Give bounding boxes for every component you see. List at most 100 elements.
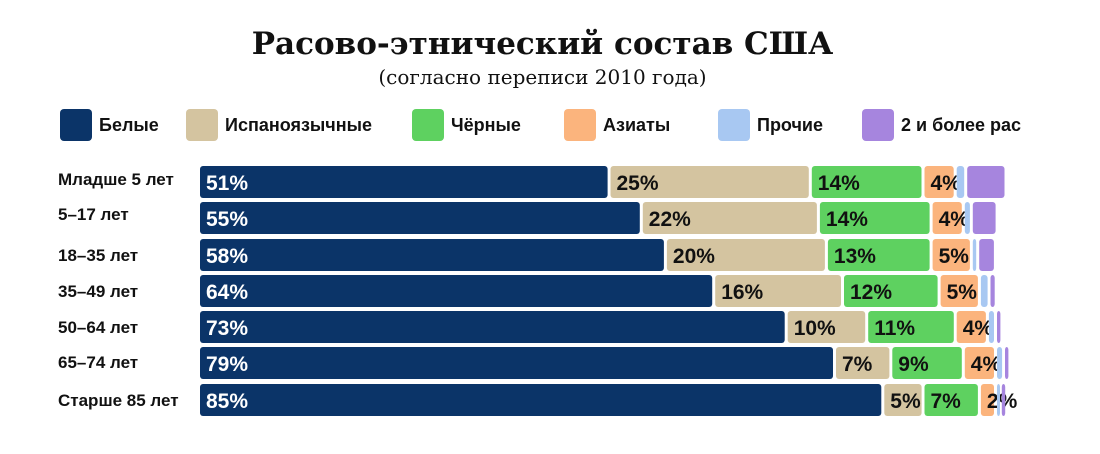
bar-row: 79% 7% 9% 4% [200,347,1009,379]
legend-item-6: 2 и более рас [862,108,1021,142]
bar-row: 58% 20% 13% 5% [200,239,994,271]
bar-value-label: 4% [963,317,994,340]
bar-segment [990,275,995,307]
bar-segment [819,202,930,234]
bar-segment [787,311,866,343]
bar-segment [924,384,978,416]
row-label: Старше 85 лет [58,391,179,410]
bar-segment [892,347,962,379]
bar-segment [924,166,954,198]
bar-segment [997,347,1003,379]
bar-segment [610,166,809,198]
bar-segment [980,275,988,307]
bar-segment [715,275,841,307]
bar-value-label: 14% [826,208,868,231]
bar-segment [884,384,922,416]
legend-swatch [186,109,218,141]
legend-item-2: Испаноязычные [186,108,372,142]
chart-title: Расово-этнический состав США [251,26,834,62]
bar-segment [811,166,922,198]
bar-segment [844,275,938,307]
bar-segment [200,239,664,271]
legend-swatch [564,109,596,141]
bar-segment [200,311,785,343]
bar-value-label: 25% [617,172,659,195]
bar-value-label: 64% [206,281,248,304]
bar-value-label: 51% [206,172,248,195]
bar-value-label: 79% [206,353,248,376]
bar-value-label: 4% [939,208,970,231]
chart-subtitle: (согласно переписи 2010 года) [378,65,707,89]
bar-row: 64% 16% 12% 5% [200,275,995,307]
bar-segment [827,239,930,271]
bar-segment [932,202,962,234]
legend-swatch [412,109,444,141]
bar-segment [956,311,986,343]
bar-value-label: 16% [721,281,763,304]
bar-segment [1005,347,1009,379]
bar-segment [642,202,817,234]
bar-segment [200,166,608,198]
legend-item-3: Чёрные [412,108,521,142]
bar-value-label: 58% [206,245,248,268]
bar-segment [972,202,996,234]
legend-item-4: Азиаты [564,108,670,142]
row-label: Младше 5 лет [58,170,174,189]
bar-segment [200,275,713,307]
bar-segment [967,166,1005,198]
bar-segment [964,202,970,234]
bar-value-label: 4% [971,353,1002,376]
bar-segment [956,166,965,198]
bar-value-label: 20% [673,245,715,268]
bar-segment [972,239,977,271]
row-label: 18–35 лет [58,246,139,265]
bar-segment [997,384,1000,416]
bar-value-label: 7% [931,390,962,413]
bar-segment [200,202,640,234]
bar-row: 73% 10% 11% 4% [200,311,1001,343]
bar-segment [200,384,882,416]
legend-label: 2 и более рас [901,114,1021,135]
row-label: 65–74 лет [58,353,139,372]
legend-label: Прочие [757,114,824,135]
legend-label: Испаноязычные [225,114,372,135]
bar-segment [997,311,1001,343]
legend-item-1: Белые [60,108,159,142]
bar-segment [666,239,825,271]
bar-value-label: 5% [947,281,978,304]
bar-segment [932,239,970,271]
legend-swatch [60,109,92,141]
bar-value-label: 10% [794,317,836,340]
legend-label: Азиаты [603,114,671,135]
bar-segment [988,311,994,343]
bar-value-label: 4% [931,172,962,195]
bar-segment [836,347,890,379]
bar-value-label: 73% [206,317,248,340]
bar-segment [980,384,994,416]
bar-value-label: 22% [649,208,691,231]
legend-item-5: Прочие [718,108,823,142]
row-label: 5–17 лет [58,205,129,224]
bar-row: 51% 25% 14% 4% [200,166,1005,198]
bar-segment [964,347,994,379]
bar-value-label: 55% [206,208,248,231]
legend-label: Белые [99,114,159,135]
bar-value-label: 5% [939,245,970,268]
bar-value-label: 11% [874,317,915,340]
bar-value-label: 5% [890,390,921,413]
bar-value-label: 12% [850,281,892,304]
legend: Белые Испаноязычные Чёрные Азиаты Прочие 2 и … [0,108,1100,142]
legend-swatch [862,109,894,141]
bar-segment [200,347,833,379]
bar-segment [940,275,978,307]
bar-segment [979,239,994,271]
bar-value-label: 7% [842,353,873,376]
bar-row: 55% 22% 14% 4% [200,202,996,234]
bar-row: 85%5%7%2% [200,384,1018,416]
legend-swatch [718,109,750,141]
bar-value-label: 9% [898,353,929,376]
bar-segment [868,311,954,343]
legend-label: Чёрные [451,114,521,135]
bar-value-label: 85% [206,390,248,413]
